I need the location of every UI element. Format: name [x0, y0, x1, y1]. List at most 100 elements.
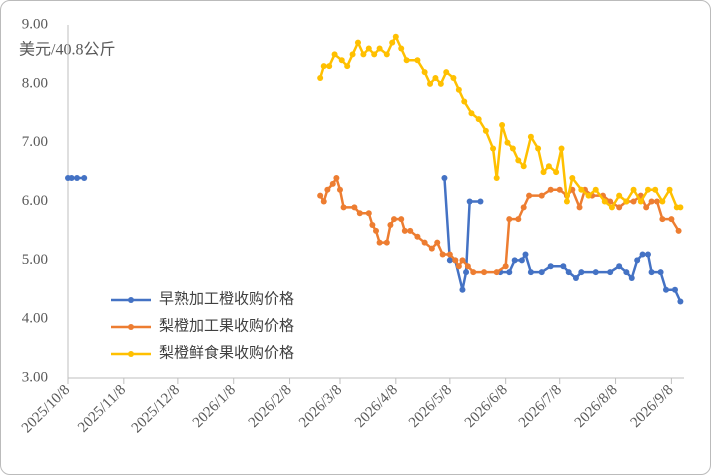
- data-point: [630, 186, 637, 193]
- data-point: [333, 174, 340, 181]
- data-point: [434, 239, 441, 246]
- data-point: [668, 216, 675, 223]
- data-point: [515, 157, 522, 164]
- data-point: [477, 198, 484, 205]
- data-point: [545, 163, 552, 170]
- data-point: [527, 133, 534, 140]
- data-point: [317, 74, 324, 81]
- data-point: [569, 174, 576, 181]
- legend-marker: [128, 297, 134, 303]
- data-point: [68, 174, 75, 181]
- data-point: [527, 269, 534, 276]
- data-point: [506, 216, 513, 223]
- data-point: [592, 269, 599, 276]
- data-point: [344, 63, 351, 70]
- data-point: [576, 204, 583, 211]
- data-point: [518, 257, 525, 264]
- data-point: [432, 74, 439, 81]
- data-point: [459, 286, 466, 293]
- data-point: [644, 251, 651, 258]
- data-point: [511, 257, 518, 264]
- data-point: [360, 51, 367, 58]
- x-tick-label: 2025/12/8: [129, 382, 183, 436]
- data-point: [475, 116, 482, 123]
- x-tick-label: 2026/5/8: [406, 382, 455, 431]
- data-point: [481, 269, 488, 276]
- data-point: [389, 39, 396, 46]
- data-point: [349, 51, 356, 58]
- data-point: [365, 210, 372, 217]
- data-point: [630, 198, 637, 205]
- data-point: [463, 269, 470, 276]
- data-point: [556, 186, 563, 193]
- data-point: [383, 239, 390, 246]
- x-tick-label: 2026/6/8: [462, 382, 511, 431]
- data-point: [585, 192, 592, 199]
- data-point: [329, 180, 336, 187]
- data-point: [565, 269, 572, 276]
- data-point: [459, 257, 466, 264]
- data-point: [515, 216, 522, 223]
- data-point: [437, 80, 444, 87]
- data-point: [490, 145, 497, 152]
- data-point: [371, 51, 378, 58]
- data-point: [578, 186, 585, 193]
- data-point: [446, 251, 453, 258]
- data-point: [657, 269, 664, 276]
- data-point: [446, 257, 453, 264]
- x-tick-label: 2026/1/8: [190, 382, 239, 431]
- data-point: [468, 110, 475, 117]
- data-point: [421, 239, 428, 246]
- data-point: [464, 263, 471, 270]
- data-point: [351, 204, 358, 211]
- data-point: [572, 274, 579, 281]
- data-point: [659, 198, 666, 205]
- data-point: [659, 216, 666, 223]
- data-point: [373, 227, 379, 234]
- data-point: [356, 210, 363, 217]
- data-point: [637, 198, 644, 205]
- y-tick-label: 5.00: [22, 252, 48, 268]
- legend-label: 梨橙加工果收购价格: [159, 317, 294, 334]
- data-point: [553, 169, 560, 176]
- data-point: [450, 74, 457, 81]
- data-point: [526, 192, 533, 199]
- data-point: [578, 269, 585, 276]
- data-point: [414, 233, 421, 240]
- legend-label: 梨橙鲜食果收购价格: [159, 344, 294, 361]
- data-point: [558, 145, 565, 152]
- x-tick-label: 2026/7/8: [516, 382, 565, 431]
- data-point: [387, 222, 394, 229]
- data-point: [592, 186, 599, 193]
- data-point: [331, 51, 338, 58]
- data-point: [317, 192, 324, 199]
- data-point: [365, 45, 372, 52]
- legend-marker: [128, 351, 134, 357]
- data-point: [439, 251, 446, 258]
- data-point: [452, 257, 459, 264]
- data-point: [607, 269, 614, 276]
- data-point: [81, 174, 88, 181]
- data-point: [354, 39, 361, 46]
- data-point: [324, 186, 331, 193]
- x-tick-label: 2026/9/8: [628, 382, 677, 431]
- data-point: [482, 127, 489, 134]
- data-point: [326, 63, 333, 70]
- data-point: [441, 174, 448, 181]
- x-tick-label: 2026/4/8: [352, 382, 401, 431]
- data-point: [428, 245, 435, 252]
- data-point: [461, 98, 468, 105]
- y-tick-label: 7.00: [22, 134, 48, 150]
- data-point: [466, 198, 473, 205]
- series-line: [318, 35, 681, 209]
- data-point: [414, 57, 421, 64]
- x-tick-label: 2026/3/8: [296, 382, 345, 431]
- data-point: [563, 198, 570, 205]
- data-point: [601, 198, 608, 205]
- data-point: [623, 198, 630, 205]
- data-point: [398, 216, 405, 223]
- data-point: [653, 198, 660, 205]
- data-point: [522, 251, 529, 258]
- data-point: [392, 33, 399, 40]
